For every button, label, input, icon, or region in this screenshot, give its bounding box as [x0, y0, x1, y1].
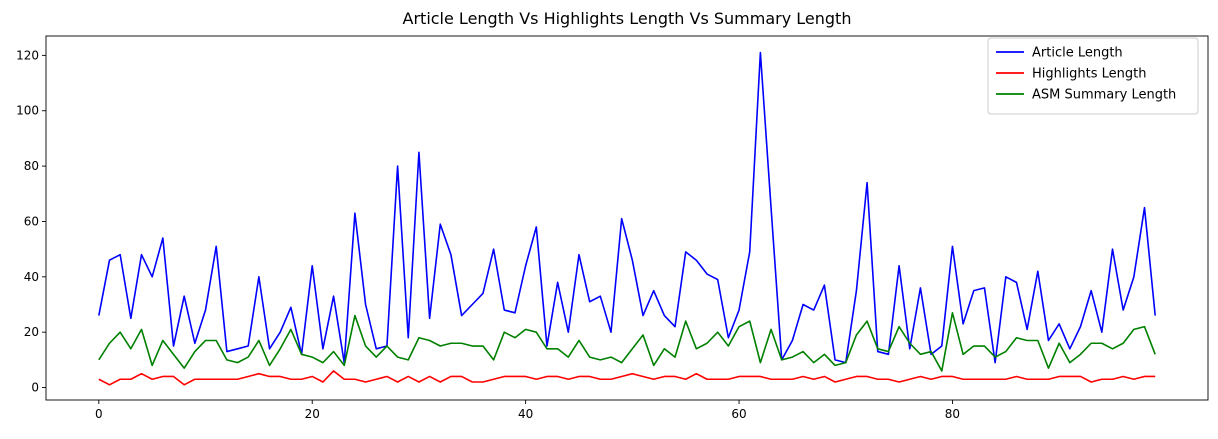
- y-tick-label: 80: [24, 159, 39, 173]
- x-tick-label: 60: [731, 407, 746, 421]
- x-tick-label: 80: [945, 407, 960, 421]
- series-layer: [98, 51, 1156, 386]
- y-tick-label: 20: [24, 325, 39, 339]
- x-tick-label: 0: [95, 407, 103, 421]
- legend-label-highlights-length: Highlights Length: [1032, 67, 1146, 82]
- legend-label-article-length: Article Length: [1032, 46, 1123, 61]
- x-tick-label: 20: [305, 407, 320, 421]
- series-line-asm-summary-length: [98, 312, 1156, 372]
- y-tick-label: 100: [16, 104, 39, 118]
- plot-area: [45, 35, 1209, 401]
- y-axis: 0 20 40 60 80 100 120: [16, 48, 46, 395]
- x-tick-label: 40: [518, 407, 533, 421]
- plot-border: [45, 35, 1209, 401]
- chart-title: Article Length Vs Highlights Length Vs S…: [403, 9, 852, 28]
- legend: Article Length Highlights Length ASM Summa…: [987, 37, 1199, 115]
- y-tick-label: 0: [31, 381, 39, 395]
- y-tick-label: 40: [24, 270, 39, 284]
- legend-box: [987, 37, 1199, 115]
- series-line-article-length: [98, 51, 1156, 364]
- series-line-highlights-length: [98, 370, 1156, 386]
- x-axis: 0 20 40 60 80: [95, 400, 960, 421]
- y-tick-label: 60: [24, 214, 39, 228]
- legend-label-asm-summary-length: ASM Summary Length: [1032, 88, 1176, 103]
- y-tick-label: 120: [16, 48, 39, 62]
